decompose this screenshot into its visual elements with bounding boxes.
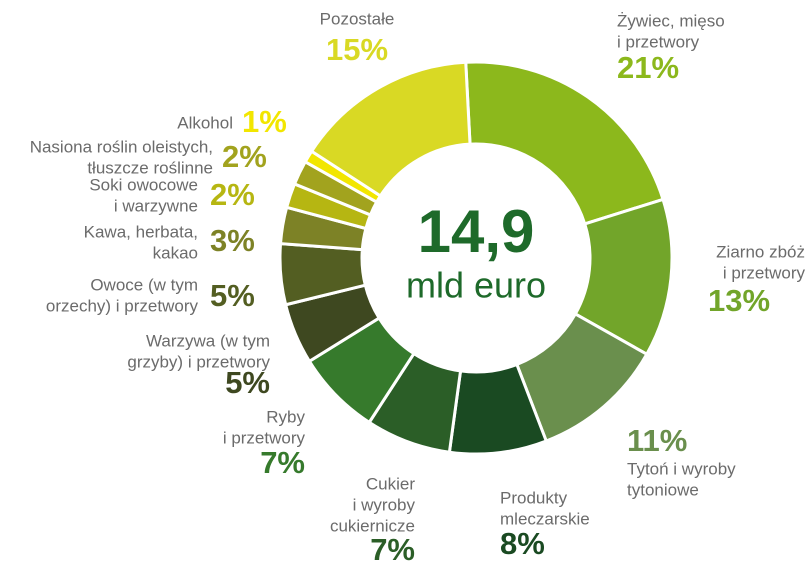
center-value: 14,9 xyxy=(418,198,535,265)
slice-label: i warzywne xyxy=(114,196,198,215)
slice-label: i wyroby xyxy=(353,495,416,514)
slice-label: orzechy) i przetwory xyxy=(46,296,199,315)
slice-label: i przetwory xyxy=(617,32,700,51)
value-label: 7% xyxy=(260,445,305,480)
value-label: 3% xyxy=(210,223,255,258)
slice-label: tłuszcze roślinne xyxy=(87,158,213,177)
value-label: 5% xyxy=(210,278,255,313)
value-label: 5% xyxy=(225,365,270,400)
value-label: 11% xyxy=(627,423,687,458)
slice-label: Nasiona roślin oleistych, xyxy=(30,137,213,156)
slice-label: Tytoń i wyroby xyxy=(627,459,736,478)
slice-label: Alkohol xyxy=(177,113,233,132)
slice-label: Kawa, herbata, xyxy=(84,222,198,241)
slice-label: tytoniowe xyxy=(627,480,699,499)
center-unit: mld euro xyxy=(406,265,546,306)
slice-label: mleczarskie xyxy=(500,509,590,528)
slice-label: cukiernicze xyxy=(330,516,415,535)
slice-label: Produkty xyxy=(500,488,568,507)
slice-label: kakao xyxy=(153,243,198,262)
value-label: 2% xyxy=(222,139,267,174)
value-label: 1% xyxy=(242,104,287,139)
slice-label: grzyby) i przetwory xyxy=(127,352,270,371)
slice xyxy=(464,60,665,226)
slice-label: Ryby xyxy=(266,407,305,426)
slice-label: i przetwory xyxy=(223,428,306,447)
slice-label: Żywiec, mięso xyxy=(617,11,725,30)
value-label: 2% xyxy=(210,177,255,212)
value-label: 8% xyxy=(500,526,545,561)
slice-label: Soki owocowe xyxy=(89,175,198,194)
slice-label: Cukier xyxy=(366,474,415,493)
slice-label: Warzywa (w tym xyxy=(146,331,270,350)
slice-label: Pozostałe xyxy=(320,9,395,28)
value-label: 13% xyxy=(708,283,770,318)
value-label: 7% xyxy=(370,532,415,563)
slice-label: i przetwory xyxy=(723,263,806,282)
value-label: 15% xyxy=(326,32,388,67)
slice xyxy=(309,60,472,198)
slice-label: Owoce (w tym xyxy=(90,275,198,294)
slice-label: Ziarno zbóż xyxy=(716,242,805,261)
value-label: 21% xyxy=(617,50,679,85)
